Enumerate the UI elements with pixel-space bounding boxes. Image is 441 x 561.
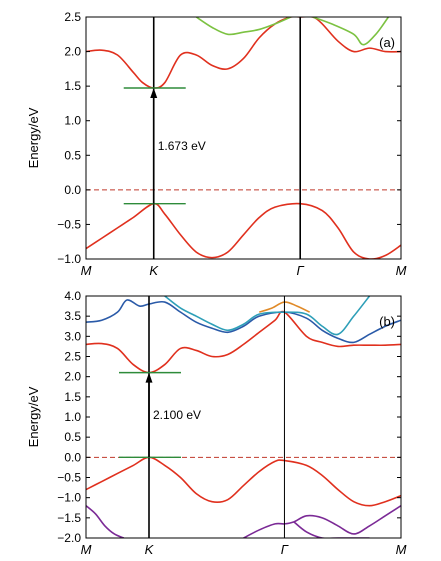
band-curve-2 <box>86 299 401 344</box>
band-curves <box>86 17 401 259</box>
panel-b: 2.100 eV −2.0 −1.5 −1.0 −0.5 0.0 0.5 1.0 1.5 2.0 2… <box>26 289 407 557</box>
gap-arrow-head <box>150 88 158 99</box>
y-tick-label: 2.0 <box>64 370 81 384</box>
y-tick-label: 3.0 <box>64 329 81 343</box>
y-tick-label: −0.5 <box>57 471 81 485</box>
y-tick-label: 0.5 <box>64 148 81 162</box>
x-tick-label-γ: Γ <box>296 263 304 278</box>
y-tick-label: 1.0 <box>64 410 81 424</box>
panel-a: 1.673 eV −1.0 −0.5 0.0 0.5 1.0 1.5 2.0 2.5 M K Γ M En… <box>26 10 407 278</box>
y-tick-label: 2.5 <box>64 350 81 364</box>
x-tick-label-m: M <box>396 263 407 278</box>
x-tick-label-m: M <box>396 542 407 557</box>
y-tick-label: −1.0 <box>57 491 81 505</box>
y-tick-label: −2.0 <box>57 531 81 545</box>
x-tick-label-k: K <box>145 542 155 557</box>
band-curve-0 <box>86 17 301 89</box>
y-tick-label: −0.5 <box>57 217 81 231</box>
band-curve-7 <box>293 521 370 538</box>
y-tick-label: 2.5 <box>64 10 81 24</box>
gap-value-label: 1.673 eV <box>158 139 206 153</box>
x-tick-label-m: M <box>81 542 92 557</box>
y-tick-label: 3.5 <box>64 309 81 323</box>
panel-label: (b) <box>379 314 395 329</box>
band-curve-0 <box>86 310 401 374</box>
band-curve-5 <box>86 505 125 538</box>
band-curve-4 <box>312 17 390 46</box>
y-tick-label: 4.0 <box>64 289 81 303</box>
band-curve-1 <box>86 456 401 507</box>
gap-value-label: 2.100 eV <box>153 408 201 422</box>
y-tick-label: 0.5 <box>64 430 81 444</box>
y-tick-label: 0.0 <box>64 183 81 197</box>
plot-frame <box>85 16 402 260</box>
band-curve-2 <box>86 202 401 259</box>
gap-arrow-head <box>145 372 153 383</box>
y-axis-label: Energy/eV <box>26 107 41 168</box>
panel-label: (a) <box>379 35 395 50</box>
band-curves <box>86 296 401 538</box>
y-axis-label: Energy/eV <box>26 386 41 447</box>
x-tick-label-m: M <box>81 263 92 278</box>
band-curve-3 <box>195 17 292 36</box>
y-tick-label: 2.0 <box>64 45 81 59</box>
x-tick-label-γ: Γ <box>281 542 289 557</box>
y-tick-label: −1.0 <box>57 252 81 266</box>
y-tick-label: −1.5 <box>57 511 81 525</box>
band-curve-6 <box>243 505 401 538</box>
y-tick-label: 1.0 <box>64 114 81 128</box>
y-tick-label: 1.5 <box>64 79 81 93</box>
x-tick-label-k: K <box>149 263 159 278</box>
y-tick-label: 0.0 <box>64 450 81 464</box>
y-tick-label: 1.5 <box>64 390 81 404</box>
band-curve-3 <box>164 296 371 336</box>
